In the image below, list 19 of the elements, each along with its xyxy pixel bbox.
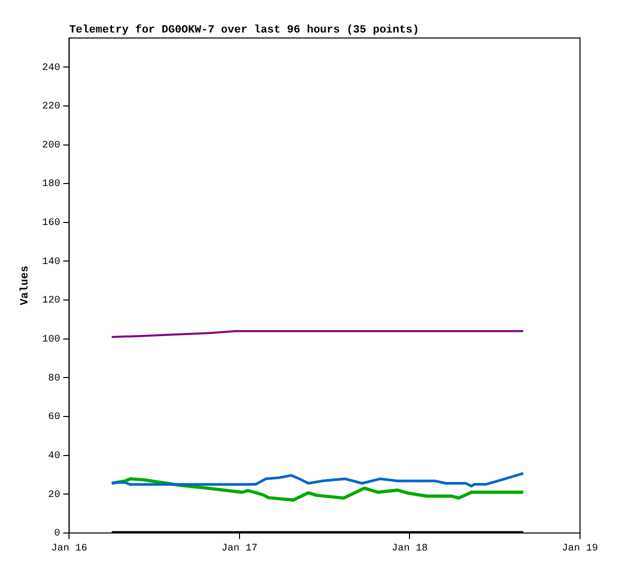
y-axis-title: Values bbox=[19, 266, 32, 306]
chart-title: Telemetry for DG0OKW-7 over last 96 hours (35 points) bbox=[69, 23, 420, 36]
y-tick-label: 240 bbox=[42, 62, 60, 74]
y-tick-label: 180 bbox=[42, 179, 60, 190]
y-tick-label: 160 bbox=[42, 218, 60, 230]
y-tick-label: 40 bbox=[48, 450, 60, 462]
y-tick-label: 200 bbox=[42, 140, 60, 152]
y-tick-label: 0 bbox=[54, 528, 60, 540]
y-tick-label: 80 bbox=[48, 373, 60, 384]
y-tick-label: 100 bbox=[42, 334, 60, 346]
y-tick-label: 20 bbox=[48, 490, 60, 501]
x-tick-label: Jan 19 bbox=[562, 544, 598, 555]
y-tick-label: 60 bbox=[48, 412, 60, 424]
y-tick-label: 120 bbox=[42, 296, 60, 307]
x-tick-label: Jan 18 bbox=[392, 544, 428, 555]
y-tick-label: 220 bbox=[42, 102, 60, 113]
y-tick-label: 140 bbox=[42, 256, 60, 268]
x-tick-label: Jan 17 bbox=[221, 544, 258, 555]
x-tick-label: Jan 16 bbox=[51, 544, 88, 555]
